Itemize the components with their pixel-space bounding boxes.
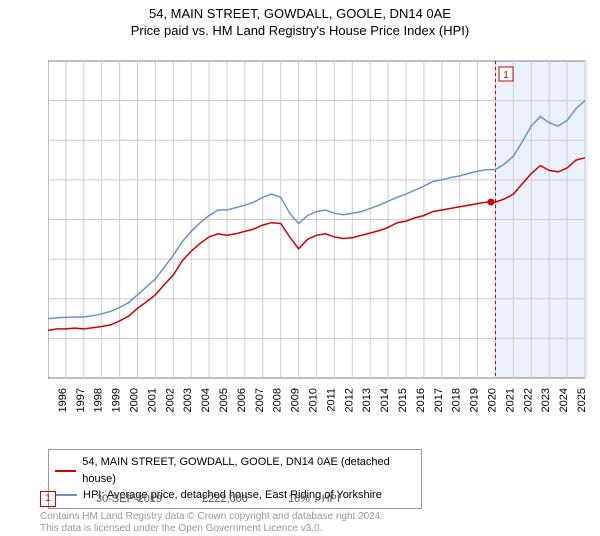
svg-text:1995: 1995 bbox=[48, 388, 51, 412]
svg-text:2014: 2014 bbox=[379, 388, 391, 412]
svg-text:2023: 2023 bbox=[540, 388, 552, 412]
svg-text:2017: 2017 bbox=[433, 388, 445, 412]
chart-container: 54, MAIN STREET, GOWDALL, GOOLE, DN14 0A… bbox=[0, 6, 600, 536]
marker-delta: 16% ↓ HPI bbox=[288, 493, 340, 505]
svg-text:1996: 1996 bbox=[57, 388, 69, 412]
svg-text:2005: 2005 bbox=[218, 388, 230, 412]
marker-date: 30-SEP-2019 bbox=[96, 493, 162, 505]
marker-price: £222,000 bbox=[202, 493, 248, 505]
svg-text:2010: 2010 bbox=[308, 388, 320, 412]
footer-line2: This data is licensed under the Open Gov… bbox=[40, 523, 383, 535]
svg-text:1998: 1998 bbox=[93, 388, 105, 412]
svg-text:2003: 2003 bbox=[182, 388, 194, 412]
chart-area: £0£50K£100K£150K£200K£250K£300K£350K£400… bbox=[48, 56, 588, 426]
svg-text:2004: 2004 bbox=[200, 388, 212, 412]
footer-attribution: Contains HM Land Registry data © Crown c… bbox=[40, 511, 383, 534]
svg-text:2021: 2021 bbox=[504, 388, 516, 412]
svg-text:2006: 2006 bbox=[236, 388, 248, 412]
svg-text:1997: 1997 bbox=[75, 388, 87, 412]
svg-text:2025: 2025 bbox=[576, 388, 588, 412]
svg-text:1: 1 bbox=[503, 70, 509, 81]
svg-text:2016: 2016 bbox=[415, 388, 427, 412]
svg-text:1999: 1999 bbox=[111, 388, 123, 412]
legend-row-property: 54, MAIN STREET, GOWDALL, GOOLE, DN14 0A… bbox=[55, 454, 415, 487]
legend-swatch-property bbox=[55, 470, 76, 472]
marker-badge: 1 bbox=[40, 491, 56, 507]
svg-text:2019: 2019 bbox=[469, 388, 481, 412]
svg-text:2024: 2024 bbox=[558, 388, 570, 412]
chart-subtitle: Price paid vs. HM Land Registry's House … bbox=[0, 23, 600, 38]
svg-text:2008: 2008 bbox=[272, 388, 284, 412]
svg-text:2007: 2007 bbox=[254, 388, 266, 412]
marker-detail-row: 1 30-SEP-2019 £222,000 16% ↓ HPI bbox=[40, 491, 340, 507]
svg-text:2002: 2002 bbox=[164, 388, 176, 412]
svg-text:2012: 2012 bbox=[343, 388, 355, 412]
svg-text:2015: 2015 bbox=[397, 388, 409, 412]
svg-text:2011: 2011 bbox=[325, 388, 337, 412]
svg-text:2018: 2018 bbox=[451, 388, 463, 412]
svg-text:2022: 2022 bbox=[522, 388, 534, 412]
legend-label-property: 54, MAIN STREET, GOWDALL, GOOLE, DN14 0A… bbox=[82, 454, 415, 487]
line-chart-svg: £0£50K£100K£150K£200K£250K£300K£350K£400… bbox=[48, 56, 588, 426]
svg-text:2013: 2013 bbox=[361, 388, 373, 412]
svg-text:2020: 2020 bbox=[487, 388, 499, 412]
svg-text:2000: 2000 bbox=[129, 388, 141, 412]
svg-text:2001: 2001 bbox=[146, 388, 158, 412]
svg-text:2009: 2009 bbox=[290, 388, 302, 412]
footer-line1: Contains HM Land Registry data © Crown c… bbox=[40, 511, 383, 523]
chart-title: 54, MAIN STREET, GOWDALL, GOOLE, DN14 0A… bbox=[0, 6, 600, 21]
